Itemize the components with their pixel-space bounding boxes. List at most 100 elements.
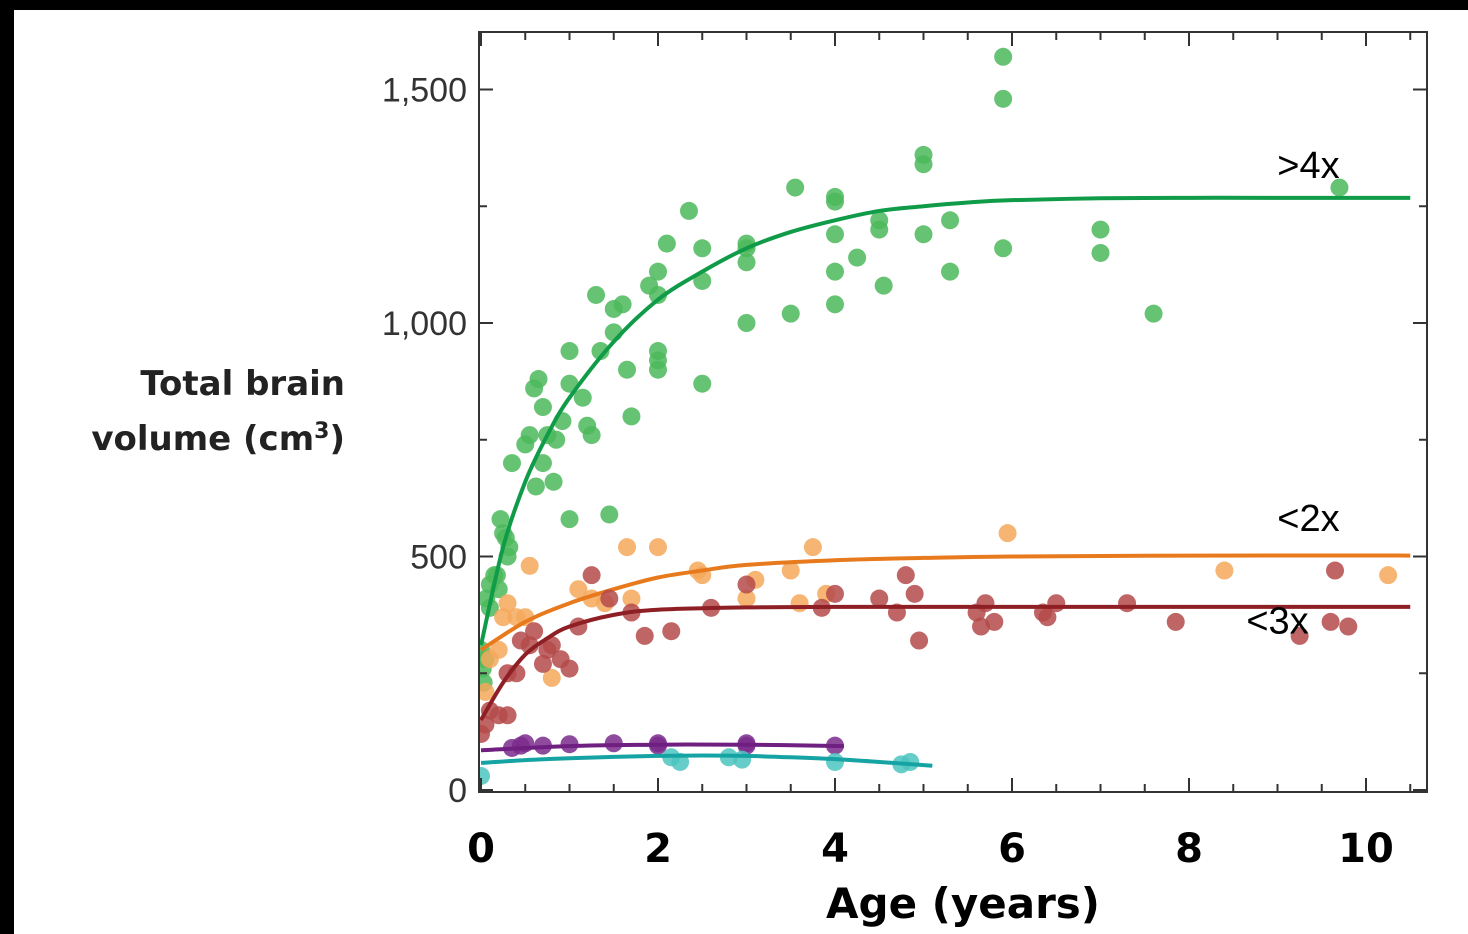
data-point: [635, 626, 654, 645]
data-point: [1047, 594, 1066, 613]
curve-annotation: <2x: [1277, 498, 1339, 540]
plot-frame: [478, 31, 1428, 793]
y-axis-label-close: ): [329, 419, 345, 459]
data-point: [533, 454, 552, 473]
data-point: [479, 682, 495, 701]
data-point: [737, 589, 756, 608]
data-point: [737, 575, 756, 594]
data-point: [679, 201, 698, 220]
data-point: [985, 612, 1004, 631]
data-point: [600, 589, 619, 608]
data-point: [733, 750, 752, 769]
series-2: [479, 524, 1411, 701]
series-5: [479, 748, 933, 785]
data-point: [914, 155, 933, 174]
y-axis-label-line2: volume (cm3): [91, 419, 345, 460]
data-point: [781, 561, 800, 580]
data-point: [1091, 220, 1110, 239]
data-point: [657, 234, 676, 253]
x-axis-label: Age (years): [826, 879, 1100, 928]
data-point: [737, 253, 756, 272]
data-point: [786, 178, 805, 197]
data-point: [693, 239, 712, 258]
data-point: [498, 594, 517, 613]
data-point: [587, 285, 606, 304]
series-4: [480, 734, 844, 757]
x-tick-label: 4: [821, 826, 849, 872]
data-point: [896, 566, 915, 585]
curve-annotation: <3x: [1246, 601, 1308, 643]
labels-layer: Total brain volume (cm3) Age (years) >4x…: [91, 145, 1339, 928]
data-point: [573, 388, 592, 407]
data-point: [600, 505, 619, 524]
data-point: [1339, 617, 1358, 636]
data-point: [542, 668, 561, 687]
curve-annotation: >4x: [1277, 145, 1339, 187]
data-point: [662, 622, 681, 641]
data-point: [498, 706, 517, 725]
data-point: [790, 594, 809, 613]
ticks-layer: 0 500 1,000 1,500 0 2 4 6 8 10: [382, 32, 1427, 872]
data-point: [905, 584, 924, 603]
x-tick-label: 0: [467, 826, 495, 872]
data-point: [1379, 566, 1398, 585]
data-point: [649, 285, 667, 304]
data-point: [502, 454, 521, 473]
y-axis-label-line1: Total brain: [140, 364, 345, 404]
data-point: [826, 584, 844, 603]
data-point: [491, 510, 510, 529]
fit-curve: [479, 195, 1411, 646]
y-axis-label-main: volume (cm: [91, 419, 314, 459]
data-point: [1215, 561, 1234, 580]
y-axis-label-superscript: 3: [314, 419, 329, 444]
data-point: [1330, 178, 1349, 197]
data-point: [560, 342, 579, 361]
data-point: [941, 262, 960, 281]
data-point: [1321, 612, 1340, 631]
data-point: [870, 220, 889, 239]
data-point: [901, 752, 920, 771]
data-point: [1290, 626, 1309, 645]
data-point: [544, 472, 563, 491]
data-point: [520, 636, 539, 655]
data-point: [560, 510, 579, 529]
data-point: [1144, 304, 1163, 323]
data-point: [914, 225, 933, 244]
data-point: [582, 426, 601, 445]
data-point: [781, 304, 800, 323]
fit-curve: [480, 753, 933, 768]
data-point: [1166, 612, 1185, 631]
data-point: [525, 622, 544, 641]
data-point: [994, 47, 1013, 66]
data-point: [618, 360, 637, 379]
data-point: [649, 538, 667, 557]
data-point: [826, 225, 844, 244]
data-point: [1118, 594, 1137, 613]
data-point: [994, 89, 1013, 108]
data-point: [826, 192, 844, 211]
data-point: [520, 426, 539, 445]
chart-panel: [14, 10, 1468, 934]
series-1: [479, 47, 1411, 692]
x-tick-label: 6: [998, 826, 1026, 872]
data-point: [1091, 243, 1110, 262]
data-point: [1038, 608, 1057, 627]
data-point: [542, 636, 561, 655]
data-point: [582, 566, 601, 585]
series-3: [479, 561, 1411, 743]
data-point: [649, 360, 667, 379]
y-tick-label: 1,500: [382, 72, 467, 110]
data-point: [613, 295, 632, 314]
data-point: [560, 659, 579, 678]
data-point: [489, 640, 508, 659]
data-point: [533, 398, 552, 417]
data-point: [622, 407, 641, 426]
fit-curve: [480, 742, 844, 753]
data-point: [941, 211, 960, 230]
x-tick-label: 2: [644, 826, 672, 872]
data-point: [803, 538, 822, 557]
data-point: [1326, 561, 1345, 580]
data-point: [994, 239, 1013, 258]
